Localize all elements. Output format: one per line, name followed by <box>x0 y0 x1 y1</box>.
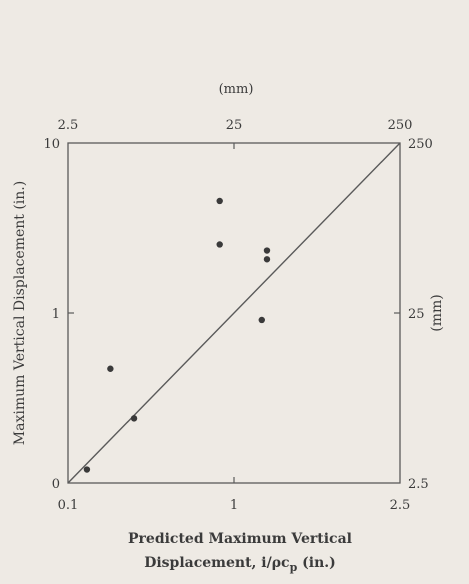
x-tick-label-2: 1 <box>230 498 238 513</box>
data-point-7 <box>263 247 271 254</box>
data-point-2 <box>107 365 114 372</box>
data-point-6 <box>258 316 265 324</box>
data-point-3 <box>130 415 138 422</box>
data-points <box>83 197 271 473</box>
y-tick-label-1: 0 <box>52 477 60 492</box>
reference-line-group <box>67 142 401 484</box>
x-axis-label-main: Displacement, i/ρc <box>144 555 290 571</box>
x-tick-label-3: 2.5 <box>390 498 411 513</box>
x-tick-label-1: 0.1 <box>58 498 79 513</box>
x-axis-label-unit: (in.) <box>297 555 336 571</box>
y-axis-label: Maximum Vertical Displacement (in.) <box>12 181 28 445</box>
data-point-5 <box>216 241 223 248</box>
tick-labels: 0.1 1 2.5 0 1 10 2.5 25 250 2.5 25 250 <box>43 118 432 513</box>
data-point-1 <box>83 466 91 473</box>
y-tick-label-3: 10 <box>43 137 60 152</box>
right-tick-label-3: 250 <box>408 137 433 152</box>
data-point-8 <box>263 256 271 263</box>
x-axis-label-subscript: p <box>289 561 298 574</box>
data-point-4 <box>216 197 223 205</box>
y-tick-label-2: 1 <box>52 307 60 322</box>
top-tick-label-3: 250 <box>388 118 413 133</box>
top-tick-label-1: 2.5 <box>58 118 79 133</box>
x-axis-label-line2: Displacement, i/ρcp (in.) <box>60 552 420 579</box>
right-axis-label: (mm) <box>429 294 445 331</box>
reference-line-y-equals-x <box>67 142 401 484</box>
x-axis-label-line1: Predicted Maximum Vertical <box>128 531 352 547</box>
top-axis-label: (mm) <box>219 82 254 97</box>
right-tick-label-2: 25 <box>408 307 425 322</box>
top-tick-label-2: 25 <box>226 118 243 133</box>
right-tick-label-1: 2.5 <box>408 477 429 492</box>
axis-ticks <box>68 143 400 483</box>
